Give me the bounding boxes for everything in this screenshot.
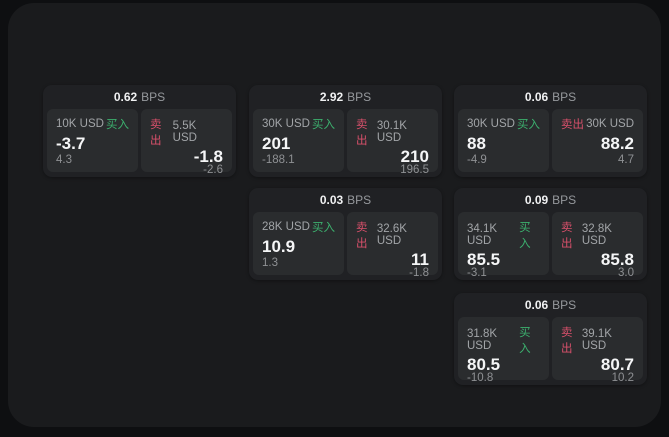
bps-unit: BPS [347,193,372,207]
buy-tile[interactable]: 28K USD 买入 10.9 1.3 [253,212,344,275]
bps-value: 0.09 [524,193,549,207]
sell-price: -1.8 [193,147,223,166]
buy-side-label: 买入 [519,327,531,355]
sell-tile[interactable]: 卖出 32.8K USD 85.8 3.0 [552,212,643,279]
buy-delta: -4.9 [467,153,487,166]
bps-unit: BPS [552,193,577,207]
buy-price: 80.5 [467,355,501,374]
sell-side-label: 卖出 [561,119,584,131]
buy-delta: -10.8 [467,372,494,384]
sell-price: 210 [400,147,429,166]
quote-card: 2.92 BPS 30K USD 买入 201 -188.1 卖出 30.1K … [249,85,442,177]
buy-price: 85.5 [467,250,501,269]
buy-notional: 10K USD [56,118,104,130]
sell-notional: 5.5K USD [172,120,197,144]
buy-price: -3.7 [56,133,86,153]
bps-value: 0.06 [524,90,549,104]
sell-side-label: 卖出 [561,327,573,355]
sell-price: 11 [411,250,429,269]
bps-unit: BPS [141,90,166,104]
buy-tile[interactable]: 31.8K USD 买入 80.5 -10.8 [458,317,549,384]
buy-delta: 1.3 [262,256,278,269]
quote-card: 0.06 BPS 30K USD 买入 88 -4.9 卖出 30K USD [454,85,647,177]
sell-price: 80.7 [600,355,634,374]
sell-delta: 10.2 [611,372,634,384]
buy-tile[interactable]: 30K USD 买入 201 -188.1 [253,109,344,172]
sell-notional: 30K USD [586,118,634,130]
sell-delta: -2.6 [203,164,223,176]
sell-delta: 3.0 [618,267,634,279]
buy-notional: 28K USD [262,221,310,233]
buy-price: 88 [467,133,486,153]
buy-side-label: 买入 [312,222,335,234]
sell-tile[interactable]: 卖出 30K USD 88.2 4.7 [552,109,643,172]
card-header: 0.06 BPS [454,85,647,109]
bps-value: 0.06 [524,298,549,312]
buy-notional: 30K USD [262,118,310,130]
bps-value: 2.92 [319,90,344,104]
card-header: 0.09 BPS [454,188,647,212]
buy-price: 201 [262,133,291,153]
buy-side-label: 买入 [106,119,129,131]
buy-tile[interactable]: 34.1K USD 买入 85.5 -3.1 [458,212,549,279]
buy-delta: -188.1 [262,153,295,166]
quote-card: 0.62 BPS 10K USD 买入 -3.7 4.3 卖出 5.5K USD [43,85,236,177]
sell-tile[interactable]: 卖出 32.6K USD 11 -1.8 [347,212,438,279]
sell-side-label: 卖出 [561,222,573,250]
card-header: 0.03 BPS [249,188,442,212]
sell-notional: 39.1K USD [581,328,612,352]
buy-delta: 4.3 [56,153,72,166]
sell-price: 85.8 [600,250,634,269]
buy-side-label: 买入 [519,222,531,250]
buy-notional: 34.1K USD [467,223,498,247]
buy-price: 10.9 [262,236,296,256]
bps-value: 0.03 [319,193,344,207]
bps-unit: BPS [347,90,372,104]
sell-price: 88.2 [600,133,634,153]
trading-panel: 0.62 BPS 10K USD 买入 -3.7 4.3 卖出 5.5K USD [8,3,661,427]
buy-side-label: 买入 [517,119,540,131]
sell-notional: 32.8K USD [581,223,612,247]
bps-unit: BPS [552,298,577,312]
buy-side-label: 买入 [312,119,335,131]
sell-delta: -1.8 [409,267,429,279]
buy-notional: 31.8K USD [467,328,498,352]
bps-unit: BPS [552,90,577,104]
sell-tile[interactable]: 卖出 39.1K USD 80.7 10.2 [552,317,643,384]
card-header: 0.62 BPS [43,85,236,109]
sell-delta: 196.5 [400,164,429,176]
bps-value: 0.62 [113,90,138,104]
sell-side-label: 卖出 [356,119,368,147]
buy-delta: -3.1 [467,267,487,279]
sell-delta: 4.7 [618,153,634,166]
card-header: 2.92 BPS [249,85,442,109]
sell-tile[interactable]: 卖出 30.1K USD 210 196.5 [347,109,438,176]
sell-notional: 30.1K USD [376,120,407,144]
buy-tile[interactable]: 10K USD 买入 -3.7 4.3 [47,109,138,172]
quote-card: 0.06 BPS 31.8K USD 买入 80.5 -10.8 卖出 39.1… [454,293,647,385]
sell-notional: 32.6K USD [376,223,407,247]
buy-tile[interactable]: 30K USD 买入 88 -4.9 [458,109,549,172]
buy-notional: 30K USD [467,118,515,130]
card-header: 0.06 BPS [454,293,647,317]
sell-side-label: 卖出 [356,222,368,250]
quote-card: 0.03 BPS 28K USD 买入 10.9 1.3 卖出 32.6K US… [249,188,442,280]
quote-card: 0.09 BPS 34.1K USD 买入 85.5 -3.1 卖出 32.8K… [454,188,647,280]
sell-side-label: 卖出 [150,119,162,147]
sell-tile[interactable]: 卖出 5.5K USD -1.8 -2.6 [141,109,232,176]
